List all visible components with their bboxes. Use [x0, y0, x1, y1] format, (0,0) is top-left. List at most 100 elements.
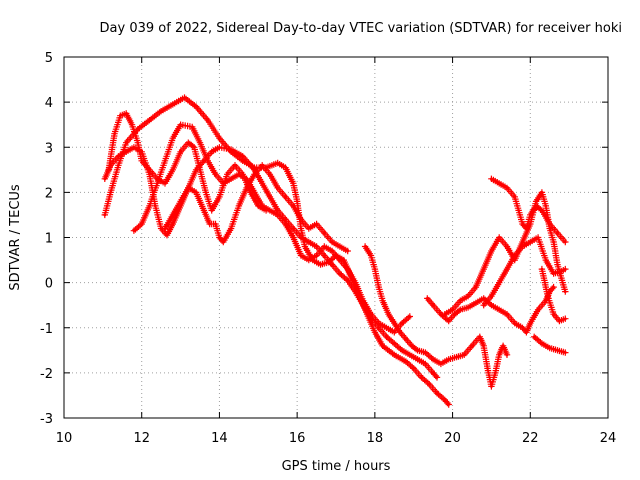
data-point — [552, 285, 555, 289]
data-point — [330, 249, 334, 253]
data-point — [221, 240, 225, 244]
data-point — [486, 366, 489, 370]
data-point — [377, 321, 381, 325]
y-axis-label: SDTVAR / TECUs — [8, 184, 23, 291]
data-point — [225, 172, 229, 176]
data-point — [346, 278, 350, 282]
series-9 — [488, 175, 569, 246]
data-point — [330, 240, 334, 244]
data-point — [245, 177, 249, 181]
data-point — [552, 272, 555, 275]
data-point — [291, 236, 295, 239]
plot-frame — [63, 56, 609, 419]
data-point — [420, 375, 423, 379]
data-point — [322, 231, 326, 235]
data-point — [117, 154, 120, 158]
data-point — [307, 240, 311, 244]
data-point — [381, 344, 385, 348]
y-tick-label: -3 — [40, 412, 53, 427]
data-point — [377, 285, 381, 289]
data-point — [381, 299, 385, 303]
y-tick-label: 2 — [45, 186, 53, 201]
y-tick-label: -1 — [40, 322, 53, 337]
data-point — [241, 154, 245, 158]
data-point — [107, 168, 111, 172]
y-tick-label: 1 — [45, 232, 53, 247]
data-point — [505, 312, 509, 316]
data-point — [165, 233, 169, 237]
data-point — [346, 249, 350, 253]
data-point — [202, 209, 206, 212]
series-5 — [161, 162, 351, 255]
data-point — [443, 398, 447, 402]
data-point — [546, 294, 550, 298]
data-point — [338, 245, 342, 248]
data-point — [198, 141, 202, 145]
data-point — [528, 213, 532, 217]
data-point — [505, 353, 509, 357]
data-point — [260, 181, 264, 185]
data-point — [427, 382, 431, 386]
data-point — [315, 245, 318, 248]
data-point — [404, 337, 408, 341]
data-point — [490, 385, 493, 388]
series-5-markers — [161, 162, 351, 255]
series-3 — [105, 110, 270, 214]
data-point — [124, 150, 128, 154]
data-point — [544, 258, 548, 262]
data-point — [474, 285, 478, 289]
data-point — [299, 236, 303, 239]
data-point — [206, 118, 210, 122]
y-tick-label: 5 — [45, 51, 53, 66]
data-point — [466, 306, 470, 309]
series-9-markers — [488, 175, 569, 246]
data-point — [490, 177, 493, 181]
data-point — [548, 222, 552, 226]
data-point — [208, 222, 212, 226]
data-point — [544, 299, 548, 303]
data-point — [299, 218, 303, 221]
data-point — [237, 204, 241, 208]
data-point — [118, 114, 122, 118]
data-point — [268, 209, 272, 212]
data-point — [556, 231, 559, 235]
data-point — [505, 186, 509, 190]
data-point — [159, 109, 163, 113]
data-point — [295, 200, 299, 203]
data-point — [140, 159, 144, 163]
data-point — [218, 236, 221, 239]
data-point — [439, 312, 443, 316]
data-point — [221, 181, 225, 185]
series-12 — [538, 265, 569, 325]
data-point — [202, 159, 206, 163]
data-point — [124, 112, 128, 115]
data-point — [171, 136, 175, 140]
data-point — [497, 353, 501, 357]
data-point — [194, 190, 198, 194]
data-point — [276, 186, 280, 190]
data-point — [497, 281, 501, 285]
data-point — [458, 299, 462, 303]
data-point — [354, 281, 357, 285]
data-point — [268, 172, 272, 176]
data-point — [536, 236, 540, 239]
x-axis-label: GPS time / hours — [282, 459, 391, 474]
data-point — [482, 267, 486, 271]
data-point — [505, 267, 509, 271]
data-point — [218, 136, 221, 140]
data-point — [103, 213, 107, 217]
data-point — [218, 145, 221, 149]
data-point — [210, 150, 214, 154]
data-point — [552, 240, 555, 244]
data-point — [214, 222, 217, 226]
data-point — [124, 141, 128, 145]
data-point — [431, 303, 435, 307]
data-point — [521, 240, 524, 244]
data-point — [194, 105, 198, 109]
data-point — [163, 227, 167, 230]
data-point — [435, 391, 439, 395]
data-point — [559, 276, 563, 280]
y-tick-label: 0 — [45, 277, 53, 292]
data-point — [490, 249, 493, 253]
data-point — [490, 303, 493, 307]
